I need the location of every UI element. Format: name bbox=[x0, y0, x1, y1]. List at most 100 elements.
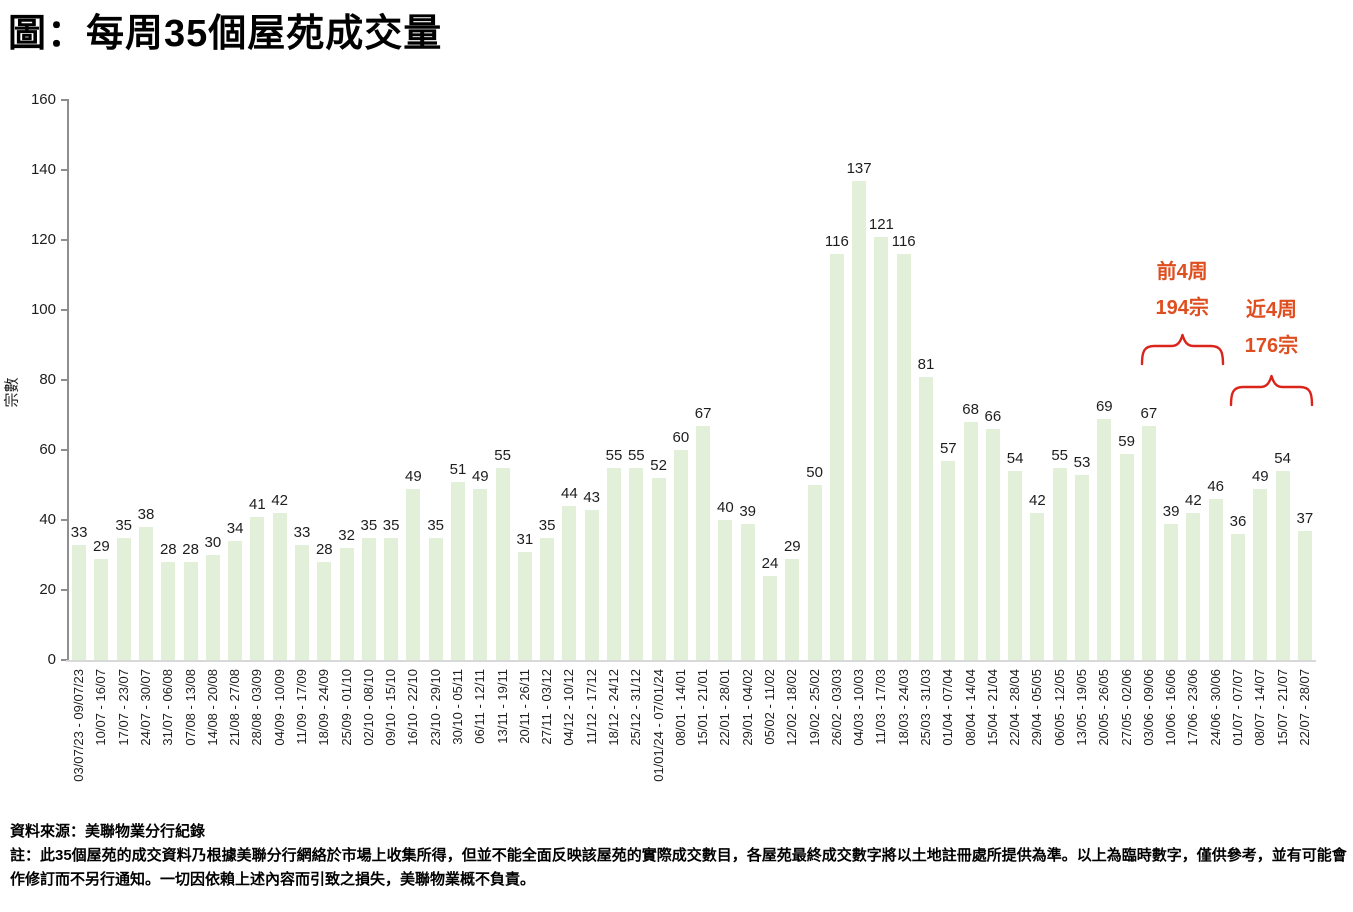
x-axis-label: 15/07 - 21/07 bbox=[1274, 669, 1290, 746]
bar bbox=[584, 509, 599, 660]
bar bbox=[1186, 513, 1201, 660]
x-axis-label: 26/02 - 03/03 bbox=[828, 669, 844, 746]
x-axis-label: 10/06 - 16/06 bbox=[1163, 669, 1179, 746]
bar bbox=[1097, 418, 1112, 660]
bar-value-label: 39 bbox=[1162, 502, 1180, 520]
x-axis-label: 29/04 - 05/05 bbox=[1029, 669, 1045, 746]
bar bbox=[763, 576, 777, 660]
x-axis-label: 20/11 - 26/11 bbox=[516, 669, 532, 744]
x-axis-label: 10/07 - 16/07 bbox=[93, 669, 109, 746]
bar bbox=[919, 376, 933, 660]
bar bbox=[629, 467, 644, 660]
footer: 資料來源：美聯物業分行紀錄 註：此35個屋苑的成交資料乃根據美聯分行網絡於市場上… bbox=[10, 820, 1348, 892]
bar-value-label: 28 bbox=[182, 541, 199, 558]
bar-value-label: 50 bbox=[806, 464, 823, 481]
bar bbox=[428, 537, 443, 660]
x-axis-label: 13/05 - 19/05 bbox=[1074, 669, 1089, 746]
disclaimer-note: 註：此35個屋苑的成交資料乃根據美聯分行網絡於市場上收集所得，但並不能全面反映該… bbox=[10, 847, 1347, 888]
bar bbox=[829, 254, 844, 660]
x-axis-label: 04/03 - 10/03 bbox=[851, 669, 867, 746]
bar-value-label: 57 bbox=[939, 439, 957, 457]
x-axis-label: 08/07 - 14/07 bbox=[1252, 669, 1268, 746]
x-axis-line bbox=[66, 660, 1316, 662]
y-tick-label: 100 bbox=[30, 301, 56, 318]
y-tick-label: 60 bbox=[39, 441, 56, 458]
y-tick-mark bbox=[61, 659, 68, 661]
bar bbox=[473, 488, 488, 660]
bar bbox=[228, 541, 243, 660]
bar bbox=[250, 516, 265, 660]
bar-value-label: 53 bbox=[1073, 453, 1091, 471]
x-axis-label: 15/04 - 21/04 bbox=[984, 669, 1000, 746]
bar-value-label: 59 bbox=[1118, 432, 1135, 450]
x-axis-label: 11/09 - 17/09 bbox=[294, 669, 309, 745]
bar bbox=[72, 544, 87, 660]
bar bbox=[896, 254, 911, 660]
bar-value-label: 35 bbox=[360, 516, 378, 534]
bar bbox=[673, 450, 688, 660]
x-axis-label: 09/10 - 15/10 bbox=[383, 669, 399, 746]
bar bbox=[161, 562, 176, 660]
x-axis-label: 14/08 - 20/08 bbox=[204, 669, 220, 746]
bar bbox=[607, 467, 621, 660]
x-axis: 03/07/23 - 09/07/23 10/07 - 16/07 17/07 - … bbox=[68, 669, 1316, 829]
bar bbox=[1030, 513, 1045, 660]
x-axis-label: 03/07/23 - 09/07/23 bbox=[71, 669, 87, 782]
bar-value-label: 42 bbox=[271, 492, 289, 509]
x-axis-label: 20/05 - 26/05 bbox=[1096, 669, 1112, 746]
bar bbox=[295, 544, 309, 660]
bar-value-label: 29 bbox=[783, 537, 801, 555]
bar-value-label: 52 bbox=[650, 457, 667, 474]
bar-value-label: 116 bbox=[891, 233, 916, 250]
x-axis-label: 15/01 - 21/01 bbox=[695, 669, 711, 746]
bar-value-label: 69 bbox=[1095, 397, 1113, 415]
bar-value-label: 49 bbox=[471, 467, 489, 485]
bar-value-label: 32 bbox=[338, 527, 355, 544]
bar bbox=[339, 548, 354, 660]
x-axis-label: 28/08 - 03/09 bbox=[249, 669, 265, 746]
y-tick-label: 120 bbox=[30, 231, 56, 248]
bar bbox=[183, 562, 198, 660]
bar bbox=[94, 558, 109, 660]
bar-value-label: 60 bbox=[672, 429, 690, 446]
x-axis-label: 11/12 - 17/12 bbox=[583, 669, 599, 745]
bar-value-label: 42 bbox=[1029, 492, 1046, 509]
y-tick-mark bbox=[61, 309, 68, 311]
bar bbox=[1297, 530, 1312, 660]
bar-value-label: 49 bbox=[1251, 467, 1269, 485]
bar bbox=[1119, 453, 1134, 660]
x-axis-label: 04/12 - 10/12 bbox=[561, 669, 577, 746]
bar-value-label: 43 bbox=[583, 488, 601, 506]
bar bbox=[852, 180, 867, 660]
x-axis-label: 04/09 - 10/09 bbox=[271, 669, 287, 746]
bar bbox=[785, 558, 800, 660]
x-axis-label: 27/11 - 03/12 bbox=[539, 669, 555, 745]
bar-value-label: 137 bbox=[846, 159, 872, 177]
bar bbox=[1231, 534, 1245, 660]
bar bbox=[139, 527, 153, 660]
y-tick-mark bbox=[61, 589, 68, 591]
bar bbox=[1141, 425, 1156, 660]
bar-value-label: 40 bbox=[717, 499, 734, 516]
source-note: 資料來源：美聯物業分行紀錄 bbox=[10, 823, 206, 840]
bar bbox=[740, 523, 755, 660]
y-tick-label: 0 bbox=[47, 651, 56, 668]
y-tick-mark bbox=[61, 519, 68, 521]
x-axis-label: 18/09 - 24/09 bbox=[316, 669, 332, 746]
x-axis-label: 02/10 - 08/10 bbox=[360, 669, 376, 746]
x-axis-label: 22/07 - 28/07 bbox=[1296, 669, 1312, 746]
bar-value-label: 29 bbox=[93, 537, 110, 555]
bar-value-label: 116 bbox=[824, 233, 849, 250]
y-tick-mark bbox=[61, 239, 68, 241]
x-axis-label: 13/11 - 19/11 bbox=[494, 669, 510, 744]
bar bbox=[1008, 471, 1023, 660]
bar-value-label: 121 bbox=[868, 215, 894, 233]
bar-value-label: 34 bbox=[226, 520, 244, 537]
bar bbox=[1275, 471, 1290, 660]
bar-value-label: 55 bbox=[605, 446, 623, 464]
bar bbox=[384, 537, 399, 660]
bar-value-label: 38 bbox=[137, 506, 155, 523]
bar-value-label: 42 bbox=[1185, 492, 1202, 509]
bar-value-label: 54 bbox=[1006, 450, 1024, 467]
y-tick-label: 160 bbox=[30, 91, 56, 108]
